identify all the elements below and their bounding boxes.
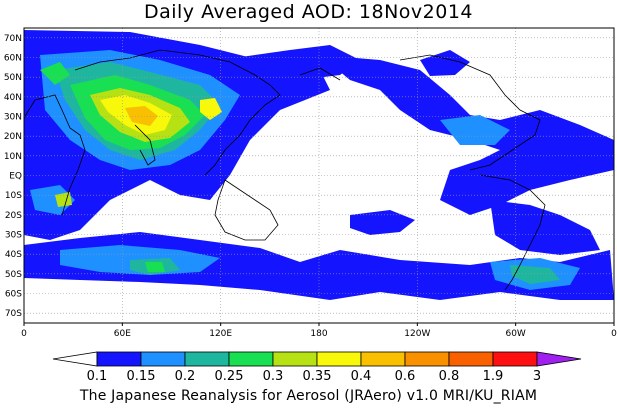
lon-label: 120E xyxy=(209,329,232,339)
colorbar-level-label: 0.1 xyxy=(87,369,108,384)
colorbar-level-label: 0.4 xyxy=(351,369,372,384)
colorbar-over-triangle xyxy=(536,351,582,367)
lon-label: 120W xyxy=(404,329,430,339)
credit-line: The Japanese Reanalysis for Aerosol (JRA… xyxy=(79,388,538,404)
colorbar: 0.1 0.15 0.2 0.25 0.3 0.35 0.4 0.6 0.8 1.9 3 xyxy=(52,351,582,384)
colorbar-swatch xyxy=(96,351,142,367)
longitude-labels: 0 60E 120E 180 120W 60W 0 xyxy=(21,323,617,339)
latitude-labels: 70N 60N 50N 40N 30N 20N 10N EQ 10S 20S 30S 40S 50S 60… xyxy=(4,34,22,319)
lon-label: 180 xyxy=(310,329,327,339)
colorbar-level-label: 0.6 xyxy=(395,369,416,384)
colorbar-level-label: 0.2 xyxy=(175,369,196,384)
graticule xyxy=(24,28,614,323)
colorbar-swatch xyxy=(228,351,274,367)
lat-label: 40S xyxy=(5,250,22,260)
lat-label: 40N xyxy=(4,93,22,103)
lat-label: 20N xyxy=(4,132,22,142)
lat-label: 50S xyxy=(5,270,22,280)
colorbar-swatch xyxy=(492,351,538,367)
aod-level-06 xyxy=(125,106,158,126)
lat-label: 50N xyxy=(4,73,22,83)
colorbar-swatch xyxy=(404,351,450,367)
lat-label: 30S xyxy=(5,231,22,241)
colorbar-level-label: 1.9 xyxy=(483,369,504,384)
colorbar-level-label: 0.35 xyxy=(303,369,332,384)
colorbar-level-label: 3 xyxy=(533,369,541,384)
lat-label: 60N xyxy=(4,54,22,64)
lon-label: 60E xyxy=(114,329,131,339)
colorbar-swatch xyxy=(272,351,318,367)
colorbar-under-triangle xyxy=(52,351,98,367)
colorbar-swatch xyxy=(140,351,186,367)
lon-label: 0 xyxy=(611,329,617,339)
colorbar-level-label: 0.25 xyxy=(215,369,244,384)
colorbar-level-label: 0.8 xyxy=(439,369,460,384)
colorbar-swatch xyxy=(360,351,406,367)
lat-label: 70S xyxy=(5,309,22,319)
lat-label: 10S xyxy=(5,191,22,201)
lat-label: 10N xyxy=(4,152,22,162)
lat-label: 20S xyxy=(5,211,22,221)
lon-label: 60W xyxy=(505,329,525,339)
lat-label: 70N xyxy=(4,34,22,44)
map-title: Daily Averaged AOD: 18Nov2014 xyxy=(143,1,474,23)
lat-label: EQ xyxy=(9,172,22,182)
colorbar-swatch xyxy=(316,351,362,367)
colorbar-level-label: 0.3 xyxy=(263,369,284,384)
colorbar-swatch xyxy=(184,351,230,367)
colorbar-swatch xyxy=(448,351,494,367)
lat-label: 60S xyxy=(5,290,22,300)
colorbar-level-label: 0.15 xyxy=(127,369,156,384)
lat-label: 30N xyxy=(4,113,22,123)
lon-label: 0 xyxy=(21,329,27,339)
